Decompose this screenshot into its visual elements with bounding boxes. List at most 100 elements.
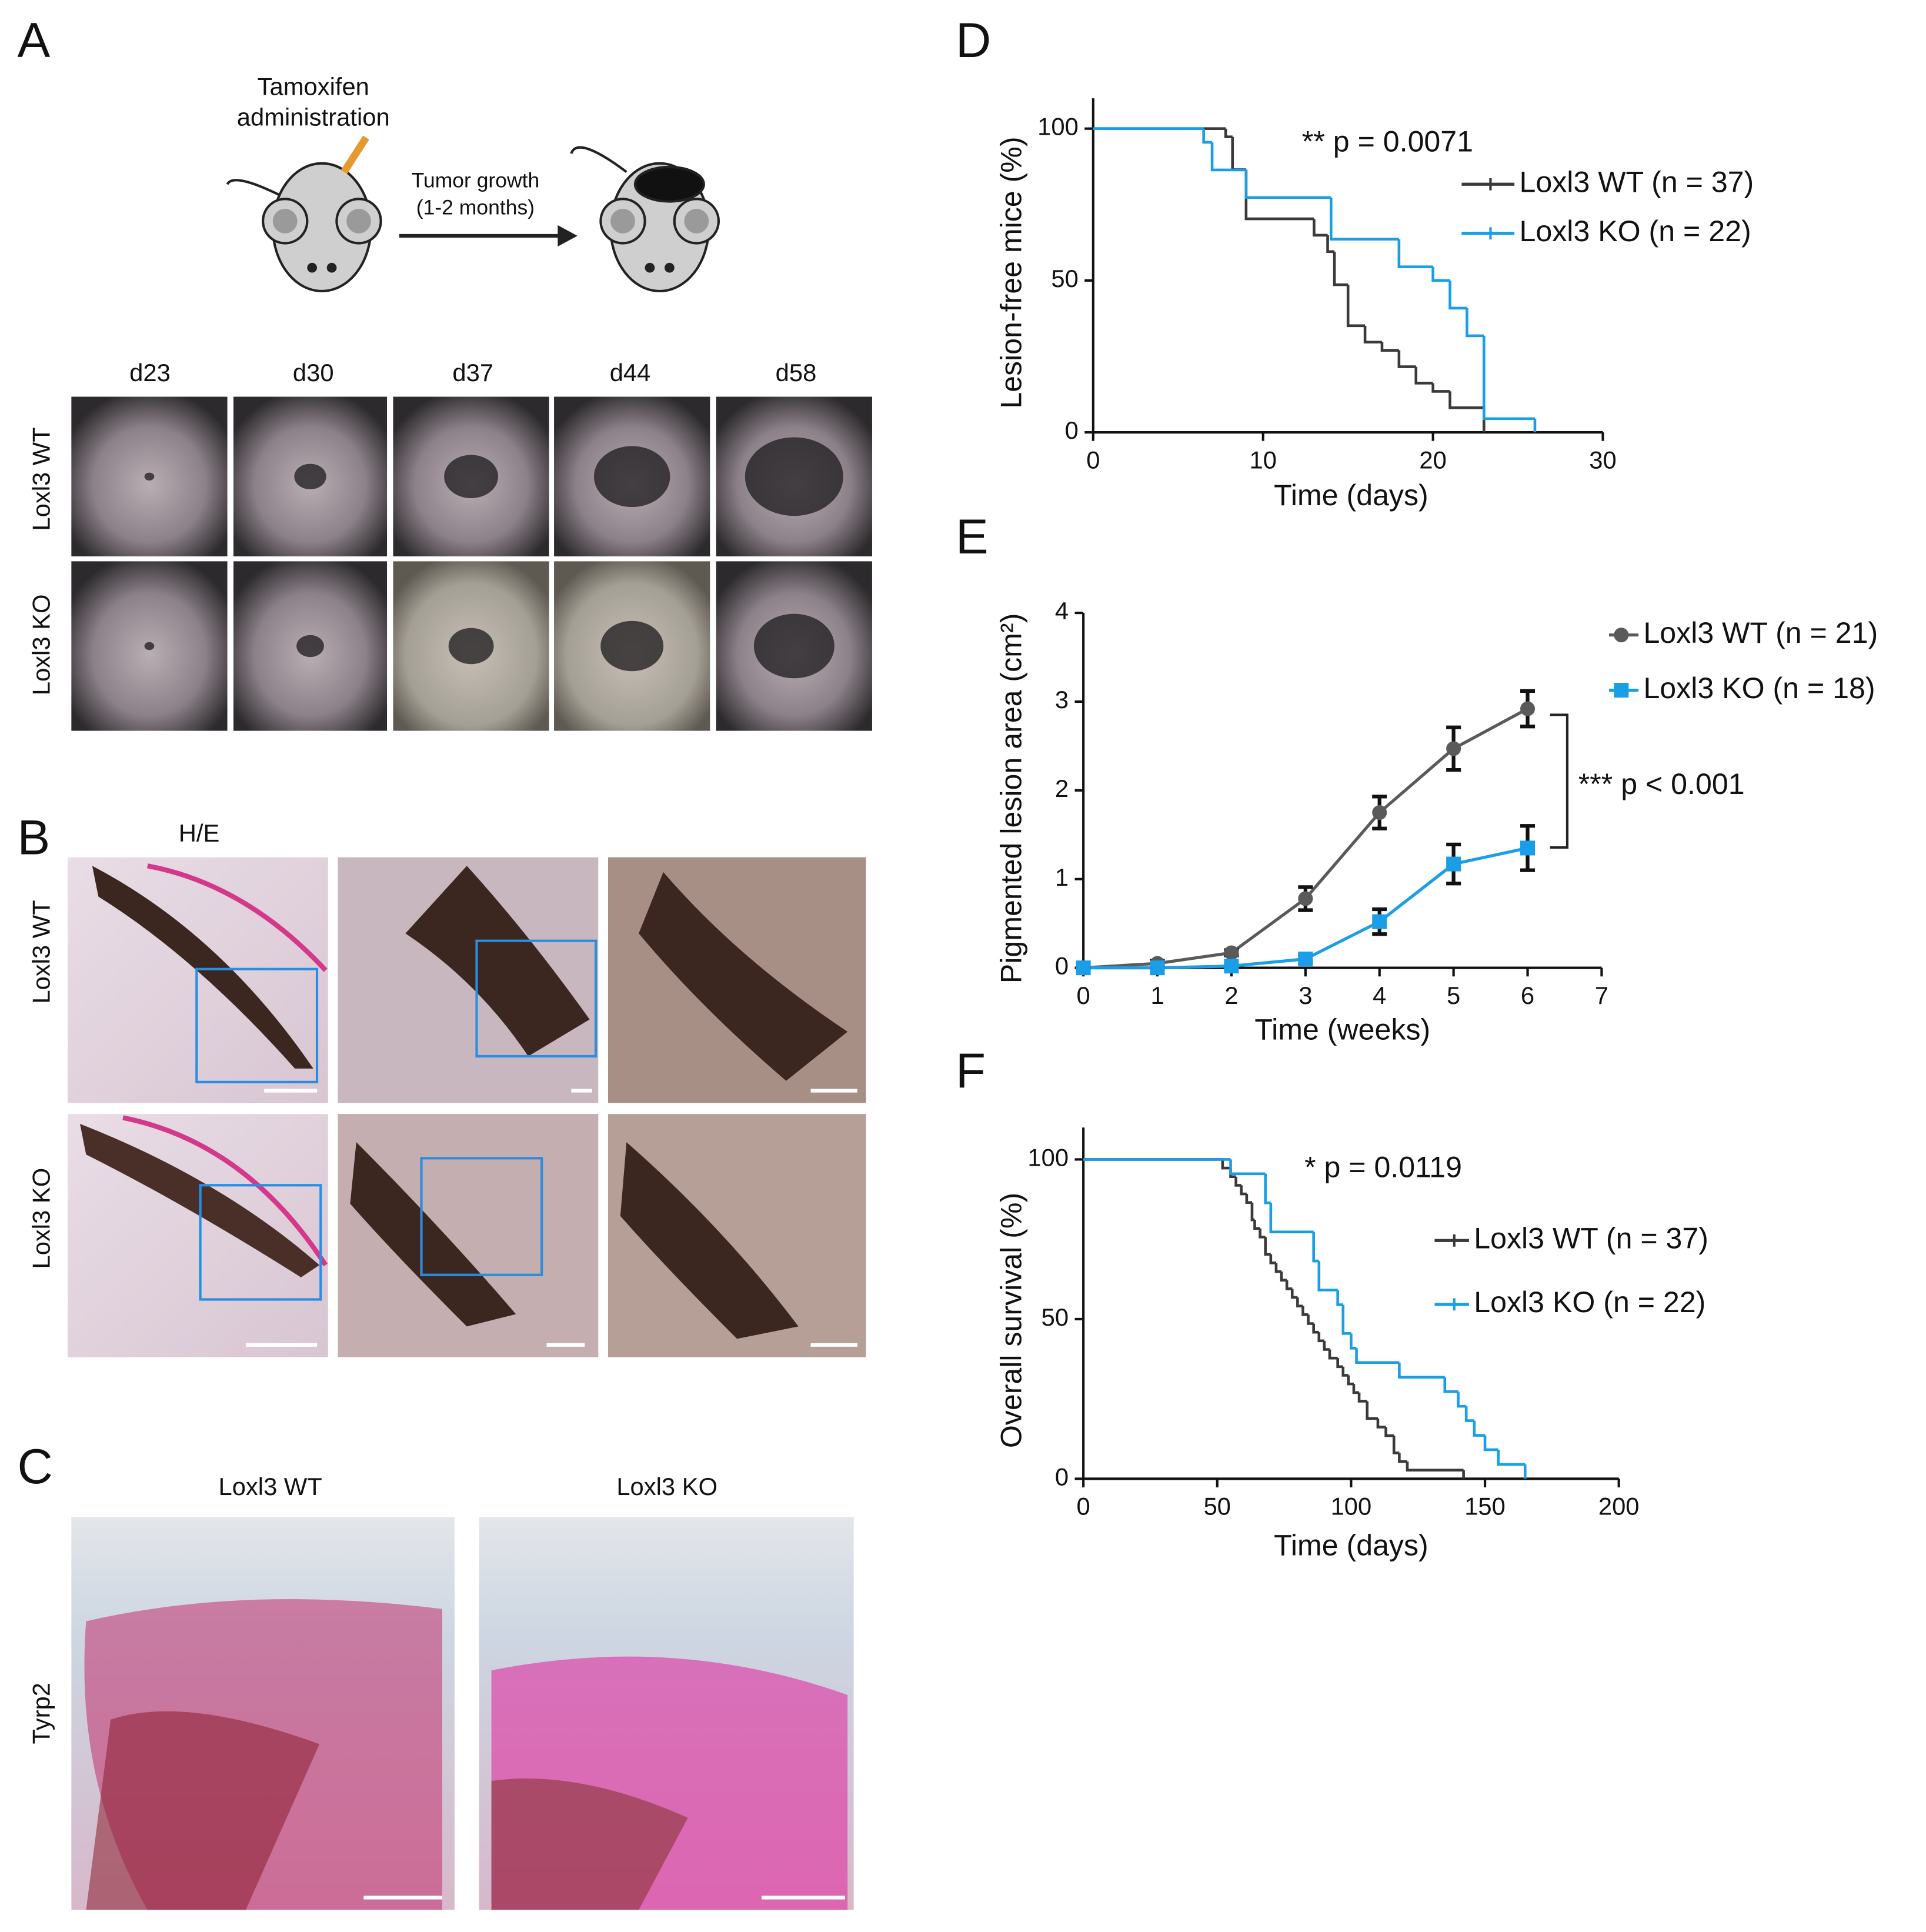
survival-step [1336,1358,1343,1369]
survival-step [1312,1232,1319,1263]
x-tick-label: 3 [1299,982,1312,1009]
survival-step [1301,1306,1309,1316]
survival-step [1264,1237,1271,1256]
marker [1372,914,1387,929]
x-tick-label: 0 [1086,446,1100,473]
survival-step [1259,1228,1266,1239]
survival-step [1392,1436,1400,1454]
survival-step [1352,1384,1360,1394]
lesion [294,463,326,490]
schematic-label: administration [237,104,390,131]
survival-step [1431,266,1450,282]
lesion [444,455,499,499]
survival-step [1296,1297,1303,1307]
x-tick-label: 1 [1150,982,1164,1009]
y-tick-label: 50 [1051,265,1078,292]
survival-step [1245,1194,1252,1204]
schematic-label: (1-2 months) [416,195,535,219]
survival-step [1240,1185,1247,1196]
row-label: Loxl3 WT [27,427,55,530]
panel-label: C [17,1439,52,1494]
survival-step [1264,1173,1271,1204]
histology-grid [68,857,866,1357]
survival-step [1253,1220,1260,1230]
column-label: d30 [293,359,334,386]
survival-step [1448,391,1484,409]
survival-step [1347,1375,1354,1386]
legend-label: Loxl3 WT (n = 21) [1643,616,1878,649]
survival-step [1280,1272,1287,1282]
y-tick-label: 2 [1055,775,1069,802]
survival-step [1328,1349,1338,1360]
survival-step [1483,335,1535,421]
x-tick-label: 10 [1250,446,1277,473]
survival-step [1346,285,1366,328]
lesion [144,642,155,650]
survival-step [1285,1280,1293,1290]
marker [1372,805,1387,820]
survival-step [1398,1362,1445,1379]
survival-step [1397,350,1416,368]
legend-label: Loxl3 KO (n = 22) [1474,1286,1705,1319]
survival-step [1330,197,1399,241]
stain-label: H/E [179,819,220,847]
survival-step [1414,366,1433,385]
column-label: d58 [776,359,817,386]
survival-step [1221,1159,1231,1170]
x-tick-label: 0 [1077,1493,1090,1520]
survival-step [1397,239,1433,268]
x-tick-label: 150 [1464,1493,1506,1520]
panel-label: D [956,12,991,68]
survival-step [1398,1453,1408,1463]
survival-step [1244,169,1314,221]
x-tick-label: 2 [1224,982,1238,1009]
survival-step [1224,128,1233,138]
y-axis-title: Pigmented lesion area (cm²) [994,613,1027,983]
y-tick-label: 100 [1037,113,1079,141]
survival-step [1355,1348,1400,1364]
survival-step [1244,169,1331,199]
survival-step [1384,1427,1394,1437]
survival-step [1323,1340,1330,1351]
survival-step [1202,128,1213,144]
y-tick-label: 0 [1065,416,1079,444]
survival-step [1341,1366,1348,1377]
survival-step [1473,1420,1486,1437]
survival-step [1313,219,1328,237]
y-tick-label: 100 [1027,1143,1069,1171]
survival-step [1448,280,1467,310]
lesion [600,620,664,672]
x-tick-label: 20 [1419,446,1446,473]
survival-step [1376,1418,1386,1429]
survival-step [1497,1449,1526,1466]
y-tick-label: 50 [1042,1303,1069,1331]
legend-label: Loxl3 KO (n = 22) [1520,215,1751,248]
survival-step [1312,1323,1319,1334]
marker [1298,891,1313,906]
survival-step [1341,1304,1351,1335]
survival-step [1363,325,1382,344]
y-tick-label: 1 [1055,863,1069,891]
survival-step [1250,1202,1255,1222]
survival-step [1317,1261,1338,1292]
lesion [753,613,835,679]
marker [1298,952,1313,967]
column-label: Loxl3 KO [616,1473,717,1500]
panel-label: B [17,810,50,865]
survival-step [1406,1461,1413,1472]
panel-label: E [956,509,989,564]
survival-step [1269,1203,1314,1233]
significance-bracket [1550,713,1569,849]
survival-step [1274,1263,1282,1273]
survival-step [1234,1176,1241,1187]
survival-step [1464,1406,1474,1422]
legend-label: Loxl3 WT (n = 37) [1520,165,1754,198]
y-tick-label: 3 [1055,686,1069,713]
x-axis-title: Time (days) [1274,1529,1428,1562]
marker [1224,945,1239,960]
survival-step [1357,1392,1367,1403]
survival-step [1443,1377,1458,1393]
y-tick-label: 4 [1055,597,1069,625]
